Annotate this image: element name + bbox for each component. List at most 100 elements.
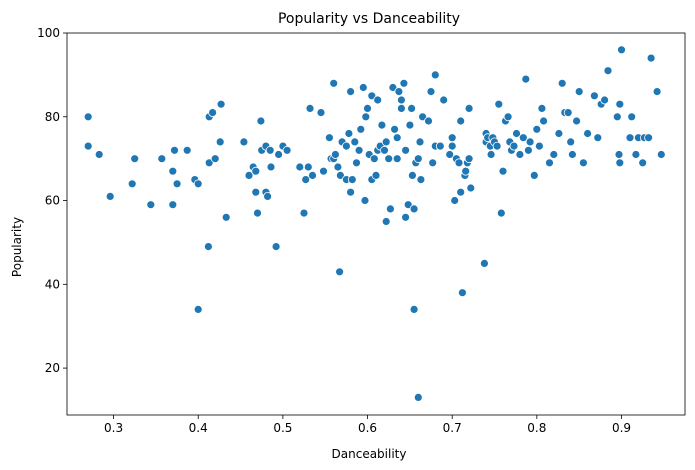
data-point xyxy=(335,267,345,277)
data-point xyxy=(301,175,311,185)
data-point xyxy=(352,158,361,168)
data-point xyxy=(638,158,648,168)
data-point xyxy=(627,112,637,122)
data-point xyxy=(305,104,315,113)
data-point xyxy=(529,170,539,180)
data-point xyxy=(210,154,220,164)
data-point xyxy=(157,154,167,164)
data-point xyxy=(646,53,656,63)
data-point xyxy=(612,112,622,122)
data-point xyxy=(615,158,625,168)
data-point xyxy=(461,166,471,176)
data-point xyxy=(566,137,576,147)
data-point xyxy=(341,141,351,151)
data-point xyxy=(466,183,476,193)
data-point xyxy=(447,141,457,151)
data-point xyxy=(388,83,398,92)
x-tick-label: 0.9 xyxy=(612,421,631,435)
data-point xyxy=(83,141,93,151)
data-point xyxy=(216,99,226,109)
data-point xyxy=(631,150,641,159)
data-point xyxy=(428,158,438,168)
data-point xyxy=(532,124,542,134)
data-point xyxy=(539,116,548,126)
data-point xyxy=(403,200,413,210)
data-point xyxy=(344,129,354,138)
data-point xyxy=(572,116,581,126)
data-point xyxy=(369,154,379,164)
chart-title: Popularity vs Danceability xyxy=(278,11,460,27)
data-point xyxy=(385,204,395,214)
data-point xyxy=(413,154,423,164)
data-point xyxy=(253,208,262,218)
data-point xyxy=(503,112,513,122)
data-point xyxy=(390,124,400,134)
data-point xyxy=(426,87,436,96)
data-point xyxy=(94,150,104,159)
data-point xyxy=(256,116,266,126)
data-point xyxy=(656,150,666,159)
data-point xyxy=(380,145,389,155)
data-point xyxy=(350,137,360,147)
data-point xyxy=(329,78,339,88)
data-point xyxy=(363,104,372,113)
data-point xyxy=(557,78,567,88)
data-point xyxy=(574,87,584,96)
data-point xyxy=(303,162,313,172)
data-point xyxy=(563,108,573,117)
data-point xyxy=(445,150,455,159)
data-point xyxy=(244,170,254,180)
data-point xyxy=(170,145,179,155)
data-point xyxy=(347,175,357,185)
data-point xyxy=(221,212,231,222)
data-point xyxy=(512,129,521,138)
data-point xyxy=(496,208,506,218)
data-point xyxy=(450,196,460,205)
data-point xyxy=(215,137,225,147)
data-point xyxy=(652,87,662,96)
data-point xyxy=(456,187,466,197)
data-point xyxy=(354,145,364,155)
data-point xyxy=(447,133,457,143)
data-point xyxy=(407,104,417,113)
data-point xyxy=(524,145,533,155)
data-point xyxy=(295,162,305,172)
data-point xyxy=(492,141,502,151)
data-point xyxy=(330,150,340,159)
data-point xyxy=(367,91,377,101)
data-point xyxy=(515,150,525,159)
data-point xyxy=(525,137,535,147)
data-point xyxy=(617,45,626,55)
data-point xyxy=(579,158,588,168)
y-tick-label: 40 xyxy=(45,277,60,291)
data-point xyxy=(251,187,261,197)
data-point xyxy=(392,154,402,164)
y-tick-label: 100 xyxy=(37,26,60,40)
data-point xyxy=(371,170,381,180)
data-point xyxy=(409,304,419,314)
data-point xyxy=(381,217,391,226)
data-point xyxy=(590,91,599,101)
data-point xyxy=(172,179,182,189)
data-point xyxy=(146,200,156,210)
data-point xyxy=(554,129,564,138)
data-point xyxy=(418,112,428,122)
y-axis: 20 40 60 80 100 xyxy=(37,26,67,375)
data-point xyxy=(439,95,449,105)
data-point xyxy=(168,200,178,210)
data-point xyxy=(568,150,577,159)
data-point xyxy=(316,108,326,117)
data-point xyxy=(583,129,592,138)
data-point xyxy=(486,150,496,159)
data-point xyxy=(358,83,368,92)
data-point xyxy=(251,166,261,176)
data-point xyxy=(193,179,203,189)
data-point xyxy=(83,112,93,122)
data-point xyxy=(614,150,624,159)
data-point xyxy=(208,108,218,117)
data-point xyxy=(435,141,445,151)
x-tick-label: 0.6 xyxy=(358,421,377,435)
data-point xyxy=(361,112,371,122)
data-point xyxy=(356,124,366,134)
data-point xyxy=(204,158,214,168)
